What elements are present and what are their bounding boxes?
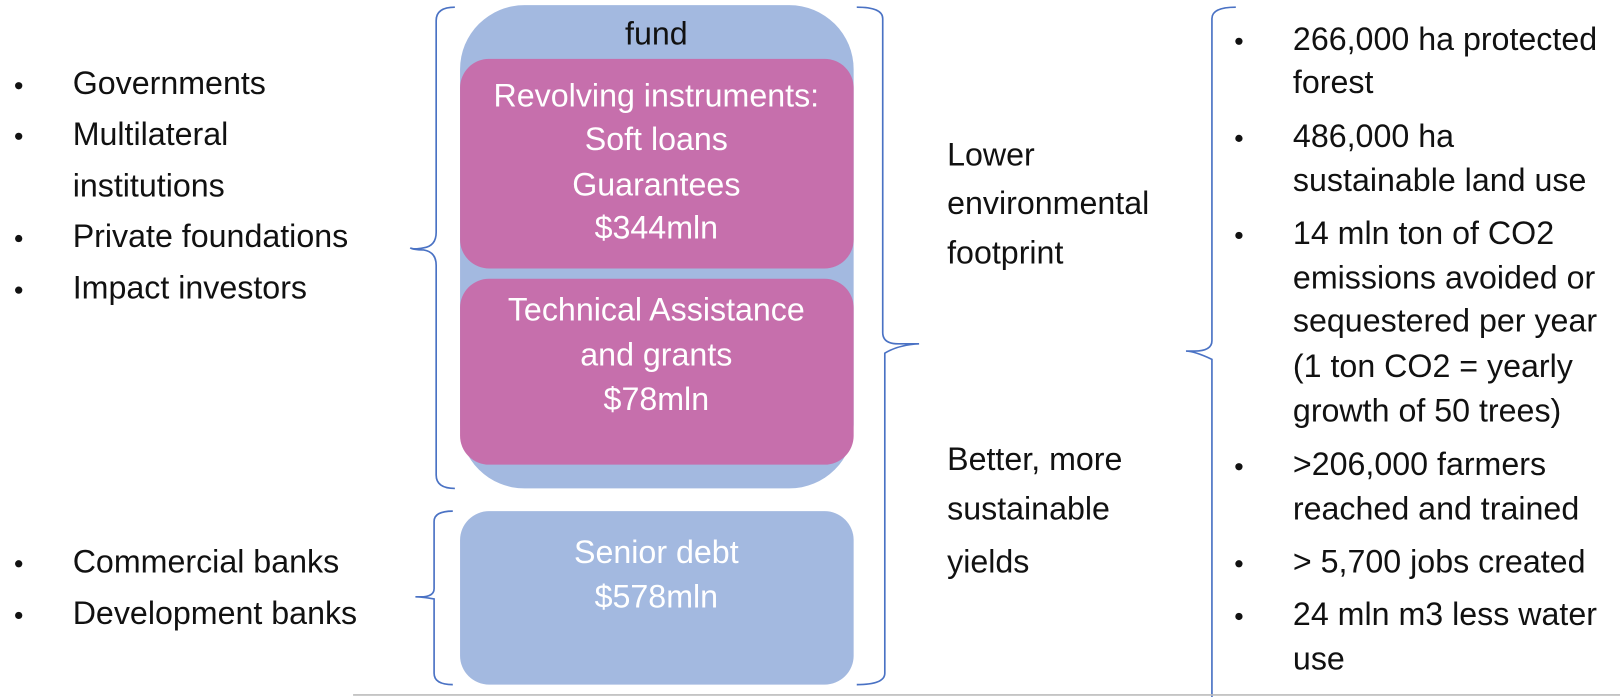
result: sustainable land use [1293,162,1586,198]
funder: Commercial banks [73,543,340,579]
result: use [1293,640,1345,676]
diagram-body: Governments Multilateral institutions Priva… [15,5,1620,697]
box-text: Technical Assistance [508,291,805,327]
bullet [1235,134,1243,142]
bullet [1235,560,1243,568]
result: >206,000 farmers [1293,446,1546,482]
result: sequestered per year [1293,303,1597,339]
result: 14 mln ton of CO2 [1293,215,1554,251]
bullet [15,132,23,140]
outcome-label: yields [947,543,1029,579]
result: 266,000 ha protected [1293,21,1597,57]
box-text: Guarantees [572,166,740,202]
bullet [15,560,23,568]
senior-debt-box [460,511,854,685]
funder: Impact investors [73,270,307,306]
result: 24 mln m3 less water [1293,596,1597,632]
funder: Private foundations [73,218,349,254]
outcome-label: footprint [947,235,1063,271]
outcome-label: environmental [947,185,1149,221]
brace [856,6,920,686]
funder: Development banks [73,595,357,631]
result: growth of 50 trees) [1293,393,1561,429]
funder: Governments [73,65,266,101]
ta-box [460,278,854,465]
box-text: $344mln [595,210,718,246]
result: > 5,700 jobs created [1293,543,1586,579]
bullet [15,611,23,620]
brace [409,6,455,490]
funder: Multilateral [73,116,229,152]
bullet [15,82,23,90]
box-text: and grants [580,337,732,373]
revolving-box [460,58,854,269]
brace [1185,6,1236,697]
outcome-label: sustainable [947,491,1110,527]
bullet [1235,37,1243,45]
bullet [15,234,23,243]
brace [415,510,453,686]
box-text: Soft loans [585,121,728,157]
result: (1 ton CO2 = yearly [1293,348,1573,384]
funder: institutions [73,167,225,203]
box-text: $578mln [595,578,718,614]
result: 486,000 ha [1293,118,1454,154]
outcome-label: Better, more [947,441,1122,477]
fund-title: fund [625,16,688,52]
bullet [1235,612,1243,621]
box-text: Senior debt [574,534,739,570]
result: forest [1293,64,1374,100]
box-text: Revolving instruments: [494,78,820,114]
result: emissions avoided or [1293,259,1596,295]
bullet [1235,231,1243,240]
result: reached and trained [1293,491,1579,527]
bullet [15,286,23,294]
outcome-label: Lower [947,136,1035,172]
box-text: $78mln [604,381,710,417]
bullet [1235,463,1243,471]
